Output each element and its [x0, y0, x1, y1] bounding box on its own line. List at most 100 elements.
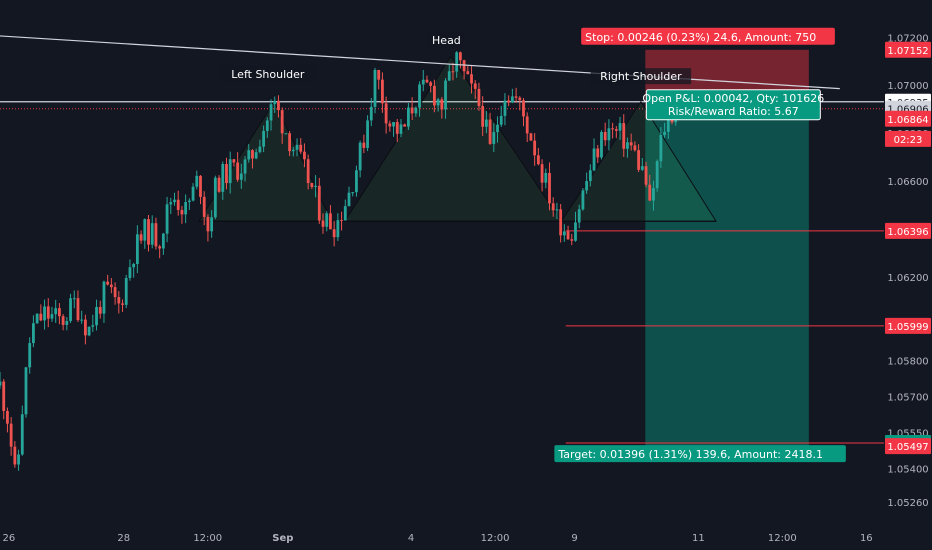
candle-body-53 — [195, 175, 199, 187]
time-axis[interactable]: 26 28 12:00 Sep 4 12:00 9 11 12:00 16 — [0, 522, 932, 550]
candle-body-17 — [61, 316, 65, 325]
candle-body-92 — [340, 220, 343, 222]
candle-body-70 — [258, 146, 262, 153]
candle-body-99 — [366, 120, 369, 148]
price-tag-6: 1.05999 — [887, 322, 928, 333]
candle-body-37 — [135, 234, 139, 264]
candle-body-93 — [343, 206, 347, 221]
candle-body-51 — [187, 200, 191, 203]
time-tick-4: 4 — [408, 533, 414, 544]
candle-body-64 — [236, 162, 240, 180]
candle-body-127 — [470, 74, 473, 84]
candle-body-79 — [291, 149, 295, 152]
time-tick-1: 28 — [117, 533, 130, 544]
candle-body-40 — [147, 219, 150, 245]
candle-body-162 — [600, 131, 603, 158]
candle-body-112 — [414, 107, 418, 114]
candle-body-71 — [262, 130, 266, 147]
pnl-label: Open P&L: 0.00042, Qty: 101626 — [642, 92, 824, 105]
candle-body-125 — [462, 60, 466, 72]
pattern-label-0: Left Shoulder — [231, 68, 305, 81]
candle-body-156 — [577, 209, 581, 223]
candle-body-34 — [124, 277, 128, 305]
candle-body-122 — [451, 71, 455, 73]
candle-body-123 — [455, 52, 459, 72]
candle-body-62 — [228, 159, 232, 184]
candle-body-13 — [46, 306, 50, 319]
target-label-bg — [554, 445, 846, 463]
candle-body-140 — [518, 97, 522, 101]
candle-body-76 — [280, 110, 284, 134]
candle-body-86 — [317, 185, 321, 221]
candle-body-28 — [102, 281, 106, 314]
candle-body-30 — [109, 284, 113, 288]
candle-body-172 — [637, 150, 641, 170]
candle-body-23 — [83, 319, 87, 336]
time-tick-0: 26 — [2, 533, 15, 544]
candle-body-117 — [432, 85, 436, 106]
candle-body-43 — [158, 246, 162, 249]
candle-body-108 — [399, 124, 403, 134]
price-tick-1: 1.07000 — [887, 81, 928, 92]
candle-body-12 — [43, 306, 46, 321]
stop-label: Stop: 0.00246 (0.23%) 24.6, Amount: 750 — [585, 31, 816, 44]
price-axis[interactable]: 1.072001.070001.068001.066001.064001.062… — [884, 0, 932, 550]
time-tick-7: 11 — [692, 533, 705, 544]
candle-body-96 — [355, 170, 358, 193]
candle-body-164 — [607, 128, 611, 141]
candle-body-89 — [329, 213, 332, 230]
candle-body-25 — [91, 325, 95, 327]
pattern-label-2: Right Shoulder — [600, 70, 682, 83]
candle-body-110 — [407, 107, 410, 127]
candle-body-174 — [644, 166, 648, 185]
candle-body-130 — [481, 106, 485, 127]
candle-body-165 — [611, 128, 615, 130]
candle-body-0 — [0, 381, 2, 386]
candle-body-148 — [548, 172, 551, 204]
candle-body-19 — [69, 298, 72, 322]
price-tags: 1.071521.069351.069061.0686402:231.06396… — [885, 41, 931, 455]
candle-body-161 — [596, 148, 600, 158]
time-tick-6: 9 — [571, 533, 577, 544]
candle-body-155 — [574, 222, 577, 241]
candle-body-81 — [299, 144, 303, 152]
candle-body-84 — [310, 183, 314, 187]
candle-body-21 — [76, 298, 80, 321]
candle-body-46 — [169, 202, 173, 205]
candle-body-120 — [444, 80, 447, 110]
candle-body-69 — [254, 152, 258, 159]
candle-body-128 — [473, 83, 477, 89]
candle-body-75 — [277, 100, 280, 111]
candle-body-176 — [652, 188, 655, 201]
candle-body-52 — [191, 186, 195, 201]
time-tick-5: 12:00 — [481, 533, 510, 544]
candle-body-102 — [377, 69, 381, 80]
candle-body-136 — [503, 100, 507, 116]
trend-line-layer — [0, 35, 840, 90]
candle-body-29 — [106, 281, 110, 285]
candle-body-132 — [488, 119, 492, 144]
pattern-label-bg-1 — [429, 31, 464, 48]
candle-body-104 — [384, 103, 388, 124]
candle-body-63 — [232, 159, 236, 163]
price-tag-3: 1.06864 — [887, 115, 928, 126]
candle-body-2 — [6, 411, 9, 424]
candle-body-129 — [477, 88, 481, 107]
candle-body-107 — [395, 122, 399, 134]
candle-body-142 — [525, 116, 529, 134]
price-axis-bg — [884, 0, 932, 550]
candles — [0, 51, 678, 471]
candle-body-42 — [154, 223, 158, 247]
candle-body-95 — [351, 192, 355, 194]
candle-body-83 — [306, 159, 310, 184]
candle-body-116 — [429, 82, 433, 86]
candle-body-137 — [507, 100, 511, 103]
candle-body-100 — [369, 106, 373, 121]
candle-body-152 — [562, 231, 566, 236]
candle-body-6 — [20, 414, 24, 455]
candle-body-146 — [540, 164, 544, 183]
candle-body-22 — [80, 319, 84, 321]
candle-body-41 — [150, 223, 154, 245]
candle-body-54 — [199, 175, 202, 197]
